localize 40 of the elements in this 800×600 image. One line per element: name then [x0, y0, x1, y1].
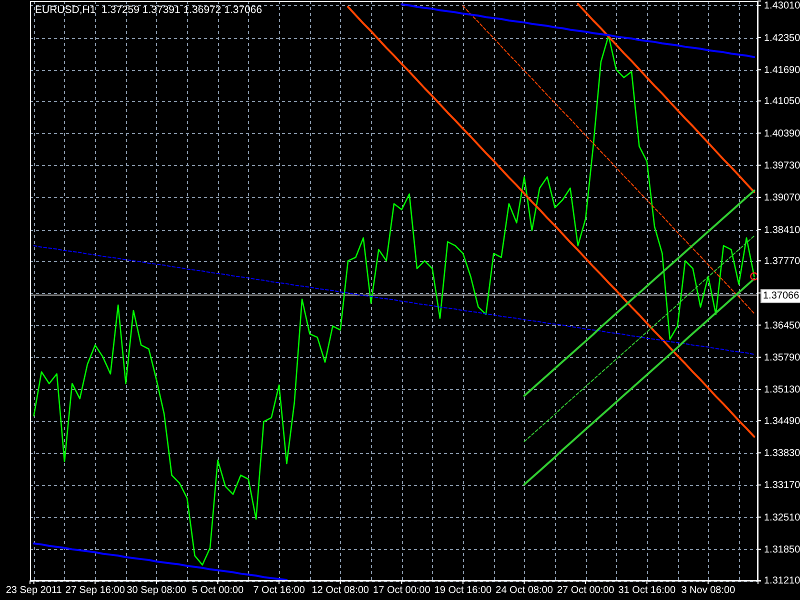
- y-tick-label: 1.34490: [764, 416, 800, 427]
- y-tick-label: 1.37770: [764, 256, 800, 267]
- x-tick-label: 30 Sep 08:00: [126, 585, 187, 596]
- y-tick-label: 1.35790: [764, 352, 800, 364]
- y-tick-label: 1.33830: [764, 448, 800, 460]
- line-series: [347, 6, 756, 438]
- line-series: [32, 542, 288, 581]
- y-tick-label: 1.43010: [764, 0, 800, 12]
- y-tick-label: 1.35130: [764, 384, 800, 396]
- x-tick-label: 24 Oct 08:00: [496, 585, 554, 596]
- line-series: [400, 3, 756, 58]
- y-tick-label: 1.32510: [764, 512, 800, 524]
- x-tick-label: 7 Oct 16:00: [253, 585, 306, 596]
- x-tick-label: 27 Oct 00:00: [556, 585, 615, 596]
- x-tick-label: 19 Oct 16:00: [434, 585, 492, 596]
- y-tick-label: 1.41690: [764, 64, 800, 76]
- y-tick-label: 1.39730: [764, 160, 800, 172]
- line-series: [524, 235, 755, 442]
- x-tick-label: 17 Oct 00:00: [373, 585, 431, 596]
- y-tick-label: 1.40390: [764, 128, 800, 140]
- y-tick-label: 1.41050: [764, 96, 800, 108]
- x-tick-label: 23 Sep 2011: [6, 585, 62, 596]
- y-tick-label: 1.38410: [764, 224, 800, 236]
- line-series: [576, 2, 756, 194]
- line-series: [523, 190, 756, 397]
- line-series: [462, 5, 755, 314]
- chart-title: EURUSD,H1 1.37259 1.37391 1.36972 1.37066: [35, 4, 262, 16]
- ref-line-label: 1.37066: [763, 290, 800, 302]
- x-tick-label: 31 Oct 16:00: [618, 585, 676, 596]
- y-tick-label: 1.31210: [764, 576, 800, 587]
- y-tick-label: 1.36450: [764, 320, 800, 332]
- x-tick-label: 12 Oct 08:00: [312, 585, 370, 596]
- line-series: [33, 245, 755, 355]
- x-tick-label: 27 Sep 16:00: [65, 585, 126, 596]
- y-tick-label: 1.33170: [764, 480, 800, 492]
- y-tick-label: 1.31850: [764, 544, 800, 556]
- x-tick-label: 3 Nov 08:00: [681, 585, 736, 596]
- x-tick-label: 5 Oct 00:00: [192, 585, 244, 596]
- y-tick-label: 1.39070: [764, 192, 800, 204]
- y-tick-label: 1.42350: [764, 32, 800, 44]
